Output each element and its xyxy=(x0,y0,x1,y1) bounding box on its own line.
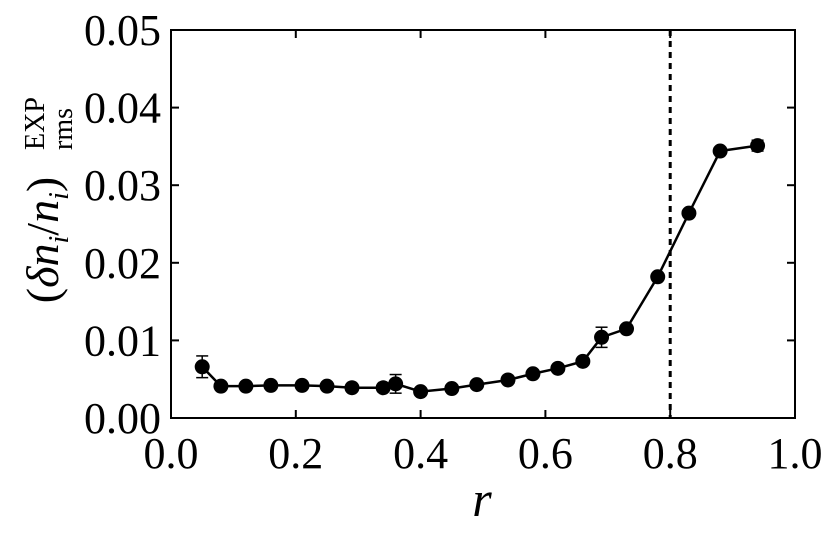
y-axis-label: (δni/ni) EXP rms xyxy=(17,97,79,303)
x-tick-label: 0.8 xyxy=(643,429,698,478)
data-point xyxy=(413,384,429,400)
y-label-n-numerator: n xyxy=(17,243,68,266)
y-label-sub-i-denominator: i xyxy=(44,192,75,200)
y-label-delta: δ xyxy=(17,266,68,288)
x-tick-label: 0.2 xyxy=(268,429,323,478)
x-tick-label: 0.0 xyxy=(144,429,199,478)
data-point xyxy=(388,376,404,392)
x-tick-label: 1.0 xyxy=(768,429,823,478)
data-point xyxy=(375,380,391,396)
plot-frame xyxy=(170,29,796,419)
y-tick-label: 0.00 xyxy=(84,394,161,443)
y-label-n-denominator: n xyxy=(17,200,68,223)
y-tick-label: 0.04 xyxy=(84,84,161,133)
data-point xyxy=(525,366,541,382)
y-label-open-paren: ( xyxy=(17,288,68,303)
data-point xyxy=(681,205,697,221)
data-point xyxy=(238,378,254,394)
y-tick-label: 0.03 xyxy=(84,161,161,210)
y-label-sub-i-numerator: i xyxy=(44,236,75,244)
series-line xyxy=(201,144,758,393)
data-point xyxy=(650,269,666,285)
y-tick-label: 0.05 xyxy=(84,6,161,55)
x-tick-label: 0.4 xyxy=(393,429,448,478)
data-point xyxy=(469,377,485,393)
x-axis-label: r xyxy=(472,471,492,527)
svg-text:(δni/ni): (δni/ni) xyxy=(17,177,75,303)
data-point xyxy=(712,143,728,159)
y-tick-label: 0.02 xyxy=(84,239,161,288)
data-point xyxy=(294,377,310,393)
y-label-superscript: EXP xyxy=(20,97,51,150)
data-point xyxy=(319,378,335,394)
y-label-close-paren: ) xyxy=(17,177,68,192)
y-label-slash: / xyxy=(17,223,68,236)
plot-area: 0.0 0.2 0.4 0.6 0.8 1.0 0.00 0.01 0.02 0.03 0.04 0.… xyxy=(84,6,823,478)
data-point xyxy=(619,321,635,337)
data-point xyxy=(194,359,210,375)
data-point xyxy=(500,372,516,388)
data-point xyxy=(575,353,591,369)
y-tick-label: 0.01 xyxy=(84,316,161,365)
data-point xyxy=(344,380,360,396)
data-point xyxy=(444,381,460,397)
data-point xyxy=(213,378,229,394)
y-label-subscript: rms xyxy=(48,108,79,150)
data-point xyxy=(550,360,566,376)
data-point xyxy=(594,329,610,345)
x-tick-label: 0.6 xyxy=(518,429,573,478)
data-point xyxy=(263,377,279,393)
data-point xyxy=(750,138,766,154)
